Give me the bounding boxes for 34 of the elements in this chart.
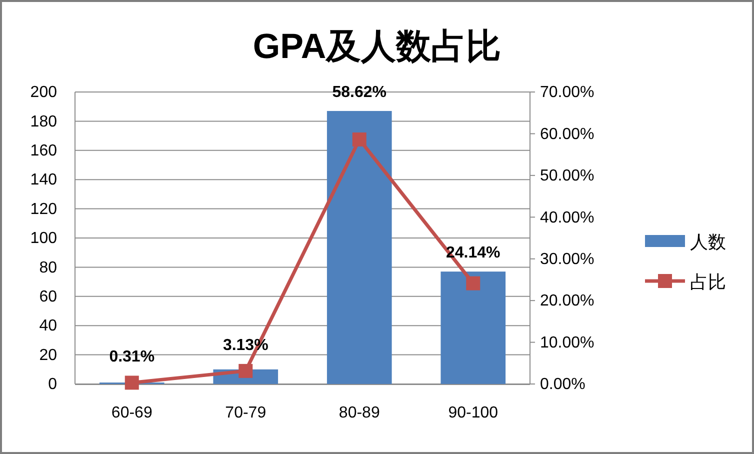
y-tick-label: 140 — [30, 172, 58, 189]
y-tick-label: 40 — [39, 318, 58, 335]
x-tick-label: 60-69 — [111, 404, 152, 422]
x-tick-label: 80-89 — [338, 404, 380, 422]
y2-tick-label: 50.00% — [540, 168, 594, 185]
y-tick-label: 60 — [39, 288, 58, 306]
y2-tick-label: 0.00% — [540, 376, 586, 394]
y-tick-label: 100 — [30, 230, 58, 248]
y-tick-label: 120 — [30, 200, 58, 218]
point — [124, 376, 139, 390]
y-tick-label: 180 — [30, 113, 58, 130]
y-tick-label: 0 — [48, 376, 58, 394]
bar — [326, 110, 392, 384]
point — [238, 364, 253, 378]
y-tick-label: 80 — [39, 259, 58, 276]
y2-tick-label: 20.00% — [540, 292, 594, 310]
bar — [440, 272, 506, 384]
point — [352, 132, 366, 146]
x-tick-label: 90-100 — [448, 404, 498, 422]
point — [466, 276, 480, 290]
y-tick-label: 200 — [30, 84, 58, 102]
y2-tick-label: 60.00% — [540, 126, 594, 143]
x-tick-label: 70-79 — [225, 404, 266, 422]
y2-tick-label: 30.00% — [540, 250, 594, 268]
data-label: 0.31% — [109, 348, 155, 366]
chart-title: GPA及人数占比 — [252, 27, 502, 66]
y-tick-label: 20 — [39, 346, 58, 364]
y2-tick-label: 10.00% — [540, 334, 594, 352]
y-tick-label: 160 — [30, 142, 58, 160]
data-label: 58.62% — [332, 84, 387, 101]
legend-label: 占比 — [690, 272, 726, 292]
legend-label: 人数 — [690, 232, 726, 252]
y2-tick-label: 40.00% — [540, 209, 594, 226]
y2-tick-label: 70.00% — [540, 84, 594, 102]
